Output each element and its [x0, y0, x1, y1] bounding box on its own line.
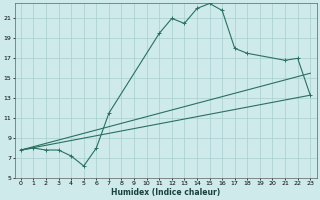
X-axis label: Humidex (Indice chaleur): Humidex (Indice chaleur) [111, 188, 220, 197]
